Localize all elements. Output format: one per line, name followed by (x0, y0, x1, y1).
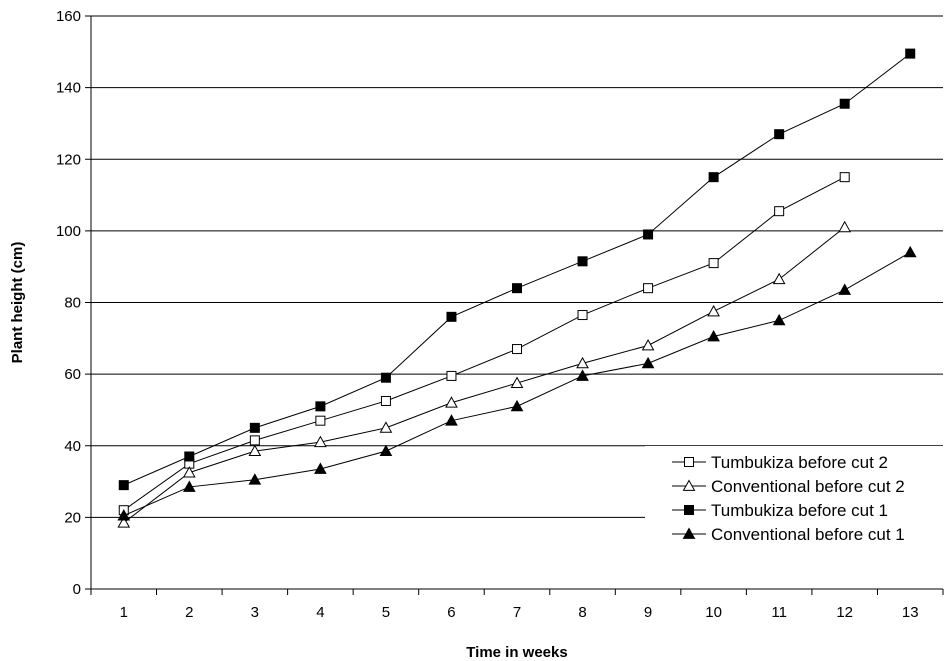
data-point (446, 370, 457, 381)
data-point (117, 516, 131, 528)
y-tick-label: 20 (64, 509, 81, 526)
y-tick-label: 80 (64, 295, 81, 312)
y-tick-labels: 0 20 40 60 80 100 120 140 160 (56, 8, 81, 598)
data-point (249, 435, 260, 446)
x-tick-labels: 1 2 3 4 5 6 7 8 9 10 11 12 13 (120, 604, 919, 621)
data-point (446, 311, 457, 322)
x-tick-label: 13 (902, 604, 919, 621)
data-point (903, 245, 917, 258)
axes (85, 15, 944, 595)
legend-label: Tumbukiza before cut 1 (711, 501, 888, 520)
data-point (379, 421, 393, 433)
data-point (641, 338, 655, 351)
data-point (838, 283, 852, 295)
data-point (182, 480, 196, 492)
x-tick-label: 10 (705, 604, 722, 621)
y-tick-label: 140 (56, 80, 81, 97)
data-point (707, 329, 720, 342)
data-point (905, 48, 916, 59)
legend: Tumbukiza before cut 2 Conventional befor… (672, 453, 905, 544)
series-group (118, 48, 916, 491)
data-point (512, 283, 522, 294)
data-point (118, 480, 129, 491)
data-point (510, 399, 524, 412)
data-point (838, 220, 852, 233)
data-point (707, 304, 720, 317)
data-point (184, 451, 195, 462)
series-group (117, 245, 917, 521)
x-tick-label: 2 (185, 604, 193, 621)
x-axis-title: Time in weeks (466, 644, 567, 661)
data-point (182, 466, 196, 478)
data-point (445, 396, 458, 408)
legend-label: Conventional before cut 1 (711, 525, 905, 544)
data-point (576, 356, 589, 369)
series-line (123, 176, 845, 511)
data-point (380, 372, 391, 383)
x-tick-label: 7 (513, 604, 521, 621)
data-point (380, 395, 391, 406)
x-tick-label: 6 (447, 604, 455, 621)
data-point (576, 369, 589, 381)
data-point (682, 479, 696, 491)
data-point (248, 444, 262, 457)
x-tick-label: 9 (644, 604, 652, 621)
data-point (772, 272, 786, 285)
data-point (839, 98, 850, 109)
data-point (249, 422, 260, 433)
legend-label: Tumbukiza before cut 2 (711, 453, 888, 472)
series-group (117, 220, 852, 528)
data-point (315, 401, 326, 412)
data-point (248, 473, 262, 485)
data-point (379, 444, 393, 457)
x-tick-label: 12 (836, 604, 853, 621)
legend-item: Conventional before cut 1 (672, 525, 905, 544)
data-point (512, 344, 522, 355)
x-tick-label: 11 (771, 604, 787, 621)
data-point (117, 509, 131, 521)
legend-item: Tumbukiza before cut 2 (672, 453, 888, 472)
data-point (314, 462, 327, 474)
y-tick-label: 100 (56, 223, 81, 240)
data-point (684, 505, 694, 515)
data-point (684, 457, 694, 467)
y-tick-label: 0 (73, 581, 81, 598)
data-point (708, 172, 719, 183)
data-point (682, 527, 696, 539)
legend-item: Tumbukiza before cut 1 (672, 501, 888, 520)
data-point (643, 283, 654, 294)
x-tick-label: 3 (251, 604, 259, 621)
data-series (117, 48, 917, 528)
x-tick-label: 4 (316, 604, 324, 621)
legend-item: Conventional before cut 2 (672, 477, 905, 496)
legend-label: Conventional before cut 2 (711, 477, 905, 496)
data-point (774, 129, 785, 140)
data-point (315, 415, 326, 426)
data-point (772, 313, 786, 326)
data-point (577, 256, 588, 267)
y-tick-label: 60 (64, 366, 81, 383)
series-line (123, 226, 846, 524)
data-point (510, 376, 524, 388)
data-point (708, 258, 719, 269)
y-tick-label: 40 (64, 438, 81, 455)
legend-background (645, 446, 948, 556)
x-tick-label: 1 (120, 604, 128, 621)
data-point (643, 229, 654, 240)
y-tick-label: 160 (56, 8, 81, 25)
x-tick-label: 8 (578, 604, 586, 621)
y-axis-title: Plant height (cm) (9, 242, 26, 364)
data-point (641, 356, 655, 369)
data-point (577, 310, 588, 321)
y-tick-label: 120 (56, 151, 81, 168)
data-point (314, 435, 327, 448)
data-point (839, 172, 850, 183)
gridlines (91, 15, 943, 518)
data-point (774, 206, 785, 217)
data-point (445, 414, 458, 426)
x-tick-label: 5 (382, 604, 390, 621)
